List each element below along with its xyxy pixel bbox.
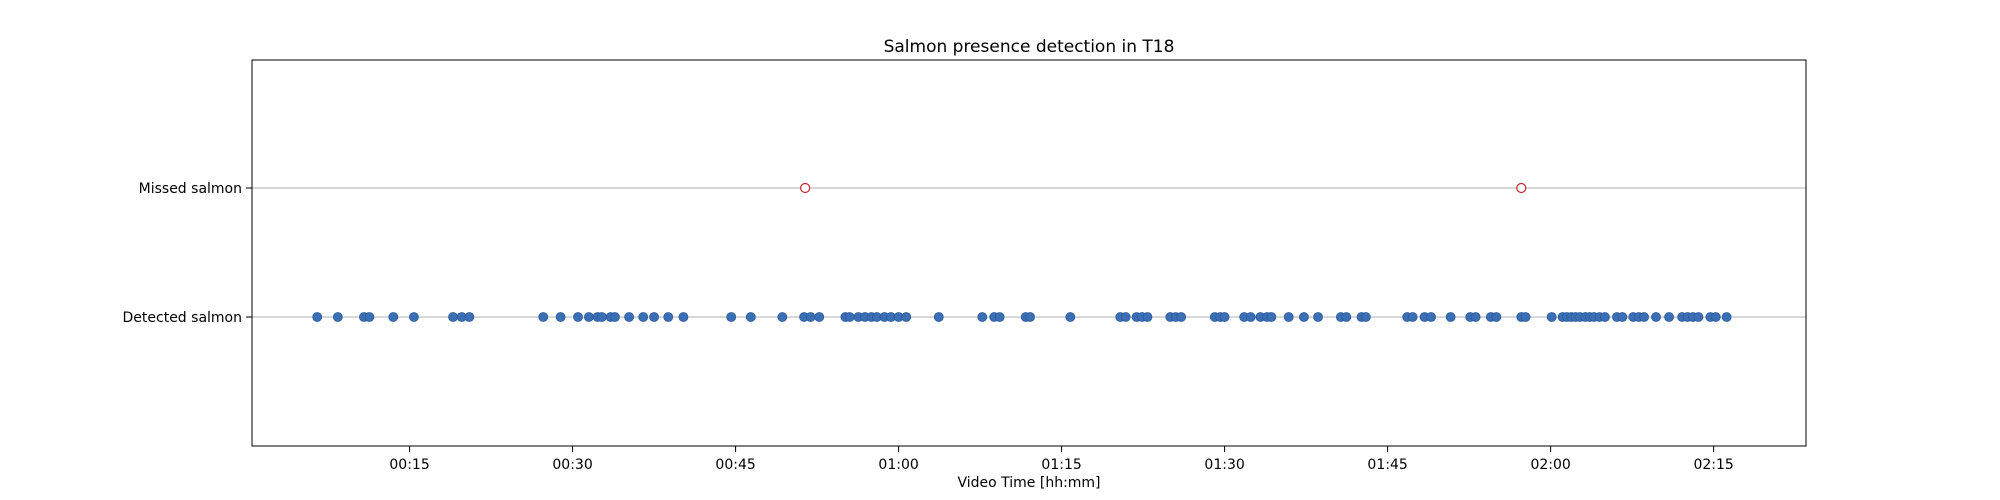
- detected-point-91: [1617, 312, 1628, 322]
- detected-point-71: [1426, 312, 1436, 322]
- x-axis: 00:15 00:30 00:45 01:00 01:15 01:30 01:45 02:00…: [389, 446, 1734, 473]
- points-layer: [312, 182, 1732, 322]
- detected-point-0: [312, 312, 323, 322]
- detected-point-72: [1445, 312, 1456, 322]
- detected-point-4: [388, 312, 399, 322]
- detected-point-44: [1065, 312, 1076, 322]
- x-tick-label-4: 01:15: [1041, 457, 1081, 473]
- x-tick-label-3: 01:00: [878, 457, 918, 473]
- detected-point-95: [1651, 312, 1661, 322]
- detected-point-14: [597, 312, 607, 322]
- missed-point-0: [800, 182, 811, 194]
- detected-point-103: [1721, 312, 1732, 322]
- detected-point-23: [745, 312, 756, 322]
- plot-frame: [251, 59, 1807, 447]
- detected-point-63: [1313, 312, 1323, 322]
- detected-point-29: [844, 312, 855, 322]
- detected-point-9: [538, 312, 549, 322]
- x-tick-label-8: 02:15: [1693, 457, 1733, 473]
- detected-point-37: [901, 312, 912, 322]
- x-axis-label: Video Time [hh:mm]: [957, 475, 1100, 491]
- detected-point-49: [1142, 312, 1153, 322]
- detected-point-5: [409, 312, 419, 322]
- detected-point-26: [805, 312, 816, 322]
- detected-point-18: [638, 312, 649, 322]
- detected-point-69: [1407, 312, 1418, 322]
- detected-point-10: [555, 312, 566, 322]
- detected-point-100: [1693, 312, 1704, 322]
- detected-point-79: [1546, 312, 1557, 322]
- x-tick-label-0: 00:15: [389, 457, 429, 473]
- x-tick-label-5: 01:30: [1204, 457, 1244, 473]
- detected-point-6: [448, 312, 458, 322]
- detected-point-96: [1664, 312, 1674, 322]
- detected-point-89: [1600, 312, 1610, 322]
- x-tick-label-7: 02:00: [1530, 457, 1570, 473]
- x-tick-label-2: 00:45: [715, 457, 755, 473]
- detected-point-16: [610, 312, 620, 322]
- detected-point-12: [583, 312, 594, 322]
- detected-point-24: [777, 312, 788, 322]
- x-tick-label-1: 00:30: [552, 457, 592, 473]
- detected-point-27: [814, 312, 825, 322]
- detected-point-1: [332, 312, 343, 322]
- detected-point-57: [1245, 312, 1256, 322]
- chart-title: Salmon presence detection in T18: [884, 37, 1175, 57]
- y-tick-label-0: Detected salmon: [123, 310, 242, 326]
- detected-point-3: [364, 312, 375, 322]
- detected-point-39: [977, 312, 988, 322]
- x-tick-label-6: 01:45: [1367, 457, 1407, 473]
- detected-point-43: [1025, 312, 1035, 322]
- detected-point-46: [1120, 312, 1131, 322]
- detected-point-102: [1710, 312, 1721, 322]
- detected-point-20: [663, 312, 674, 322]
- detected-point-11: [573, 312, 583, 322]
- detected-point-62: [1299, 312, 1309, 322]
- y-axis: Detected salmon Missed salmon: [123, 181, 252, 326]
- missed-point-1: [1516, 182, 1527, 194]
- detected-point-8: [464, 312, 475, 322]
- grid-layer: [252, 187, 1806, 318]
- detected-point-61: [1283, 312, 1294, 322]
- detected-point-21: [678, 312, 689, 322]
- detected-point-19: [649, 312, 659, 322]
- detected-point-22: [726, 312, 737, 322]
- detected-point-38: [933, 312, 944, 322]
- y-tick-label-1: Missed salmon: [139, 181, 242, 197]
- detected-point-55: [1219, 312, 1230, 322]
- detected-point-17: [624, 312, 634, 322]
- detected-point-65: [1341, 312, 1352, 322]
- detected-point-74: [1470, 312, 1481, 322]
- detected-point-78: [1520, 312, 1531, 322]
- detected-point-60: [1266, 312, 1277, 322]
- detected-point-94: [1639, 312, 1649, 322]
- detected-point-76: [1491, 312, 1502, 322]
- detected-point-41: [994, 312, 1005, 322]
- detected-point-52: [1176, 312, 1187, 322]
- detected-point-67: [1360, 312, 1371, 322]
